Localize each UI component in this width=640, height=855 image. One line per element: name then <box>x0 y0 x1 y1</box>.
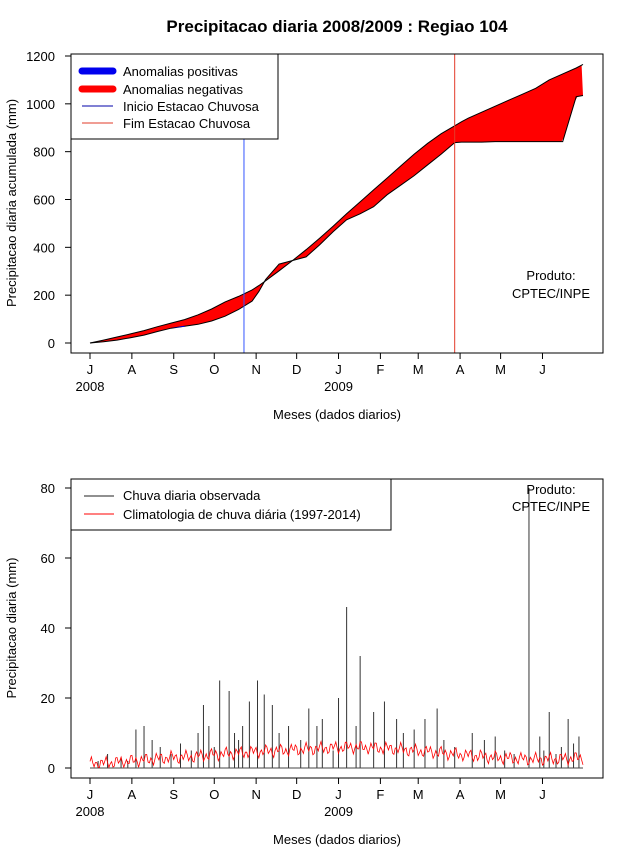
legend-label-observed: Chuva diaria observada <box>123 488 261 503</box>
bottom-x-tick-label: J <box>335 787 342 802</box>
top-x-tick-label: N <box>251 362 260 377</box>
bottom-x-tick-label: M <box>495 787 506 802</box>
daily-chart: 0 20 40 60 80 J A S O N D J F M A M J 2008 2009 Precipita… <box>4 478 604 847</box>
bottom-legend-box <box>70 478 392 531</box>
top-year-label: 2008 <box>76 379 105 394</box>
top-x-tick-label: J <box>87 362 94 377</box>
top-y-tick-label: 1000 <box>26 97 55 112</box>
top-y-tick-label: 600 <box>33 193 55 208</box>
climatology-cumulative-line <box>89 63 584 344</box>
top-y-tick-label: 1200 <box>26 49 55 64</box>
negative-anomaly-area <box>90 65 583 343</box>
top-product-label-line1: Produto: <box>526 268 575 283</box>
bottom-y-tick-label: 40 <box>41 621 55 636</box>
bottom-x-tick-label: J <box>539 787 546 802</box>
bottom-y-axis: 0 20 40 60 80 <box>41 481 72 776</box>
bottom-x-tick-label: A <box>128 787 137 802</box>
bottom-year-label: 2008 <box>76 804 105 819</box>
bottom-product-label-line1: Produto: <box>526 482 575 497</box>
bottom-y-tick-label: 80 <box>41 481 55 496</box>
bottom-y-tick-label: 60 <box>41 551 55 566</box>
bottom-x-axis: J A S O N D J F M A M J 2008 2009 <box>76 777 546 819</box>
anomaly-fill-layer <box>90 65 583 343</box>
legend-label-climatology: Climatologia de chuva diária (1997-2014) <box>123 507 361 522</box>
top-y-tick-label: 800 <box>33 145 55 160</box>
positive-anomaly-area <box>171 325 185 329</box>
bottom-x-tick-label: N <box>251 787 260 802</box>
legend-label-season-start: Inicio Estacao Chuvosa <box>123 99 260 114</box>
top-y-tick-label: 0 <box>48 336 55 351</box>
top-x-tick-label: S <box>169 362 178 377</box>
bottom-legend: Chuva diaria observada Climatologia de c… <box>70 478 392 531</box>
top-x-axis: J A S O N D J F M A M J 2008 2009 <box>76 352 546 394</box>
legend-label-season-end: Fim Estacao Chuvosa <box>123 116 251 131</box>
top-x-tick-label: J <box>335 362 342 377</box>
bottom-x-tick-label: M <box>413 787 424 802</box>
bottom-x-axis-label: Meses (dados diarios) <box>273 832 401 847</box>
top-x-tick-label: M <box>413 362 424 377</box>
top-y-tick-label: 400 <box>33 240 55 255</box>
top-x-tick-label: J <box>539 362 546 377</box>
top-x-tick-label: F <box>376 362 384 377</box>
top-y-axis-label: Precipitacao diaria acumulada (mm) <box>4 99 19 307</box>
bottom-x-tick-label: D <box>292 787 301 802</box>
bottom-y-tick-label: 20 <box>41 691 55 706</box>
chart-title: Precipitacao diaria 2008/2009 : Regiao 1… <box>166 17 508 36</box>
legend-label-negative: Anomalias negativas <box>123 82 243 97</box>
climatology-daily-line <box>89 739 584 769</box>
top-x-tick-label: A <box>456 362 465 377</box>
bottom-x-tick-label: S <box>169 787 178 802</box>
top-x-axis-label: Meses (dados diarios) <box>273 407 401 422</box>
bottom-x-tick-label: A <box>456 787 465 802</box>
top-y-axis: 0 200 400 600 800 1000 1200 <box>26 49 72 351</box>
cumulative-chart: 0 200 400 600 800 1000 1200 J A S O N D J F M A M J 2008 20… <box>4 49 604 422</box>
bottom-y-axis-label: Precipitacao diaria (mm) <box>4 558 19 699</box>
bottom-x-tick-label: O <box>209 787 219 802</box>
bottom-x-tick-label: F <box>376 787 384 802</box>
top-legend: Anomalias positivas Anomalias negativas … <box>70 53 279 140</box>
top-x-tick-label: A <box>128 362 137 377</box>
bottom-product-label-line2: CPTEC/INPE <box>512 499 590 514</box>
climatology-layer <box>89 739 584 769</box>
bottom-year-label: 2009 <box>324 804 353 819</box>
top-y-tick-label: 200 <box>33 288 55 303</box>
bottom-x-tick-label: J <box>87 787 94 802</box>
cumulative-lines-layer <box>89 63 584 344</box>
top-x-tick-label: D <box>292 362 301 377</box>
top-year-label: 2009 <box>324 379 353 394</box>
legend-label-positive: Anomalias positivas <box>123 64 238 79</box>
top-x-tick-label: M <box>495 362 506 377</box>
bottom-y-tick-label: 0 <box>48 761 55 776</box>
top-x-tick-label: O <box>209 362 219 377</box>
top-product-label-line2: CPTEC/INPE <box>512 286 590 301</box>
